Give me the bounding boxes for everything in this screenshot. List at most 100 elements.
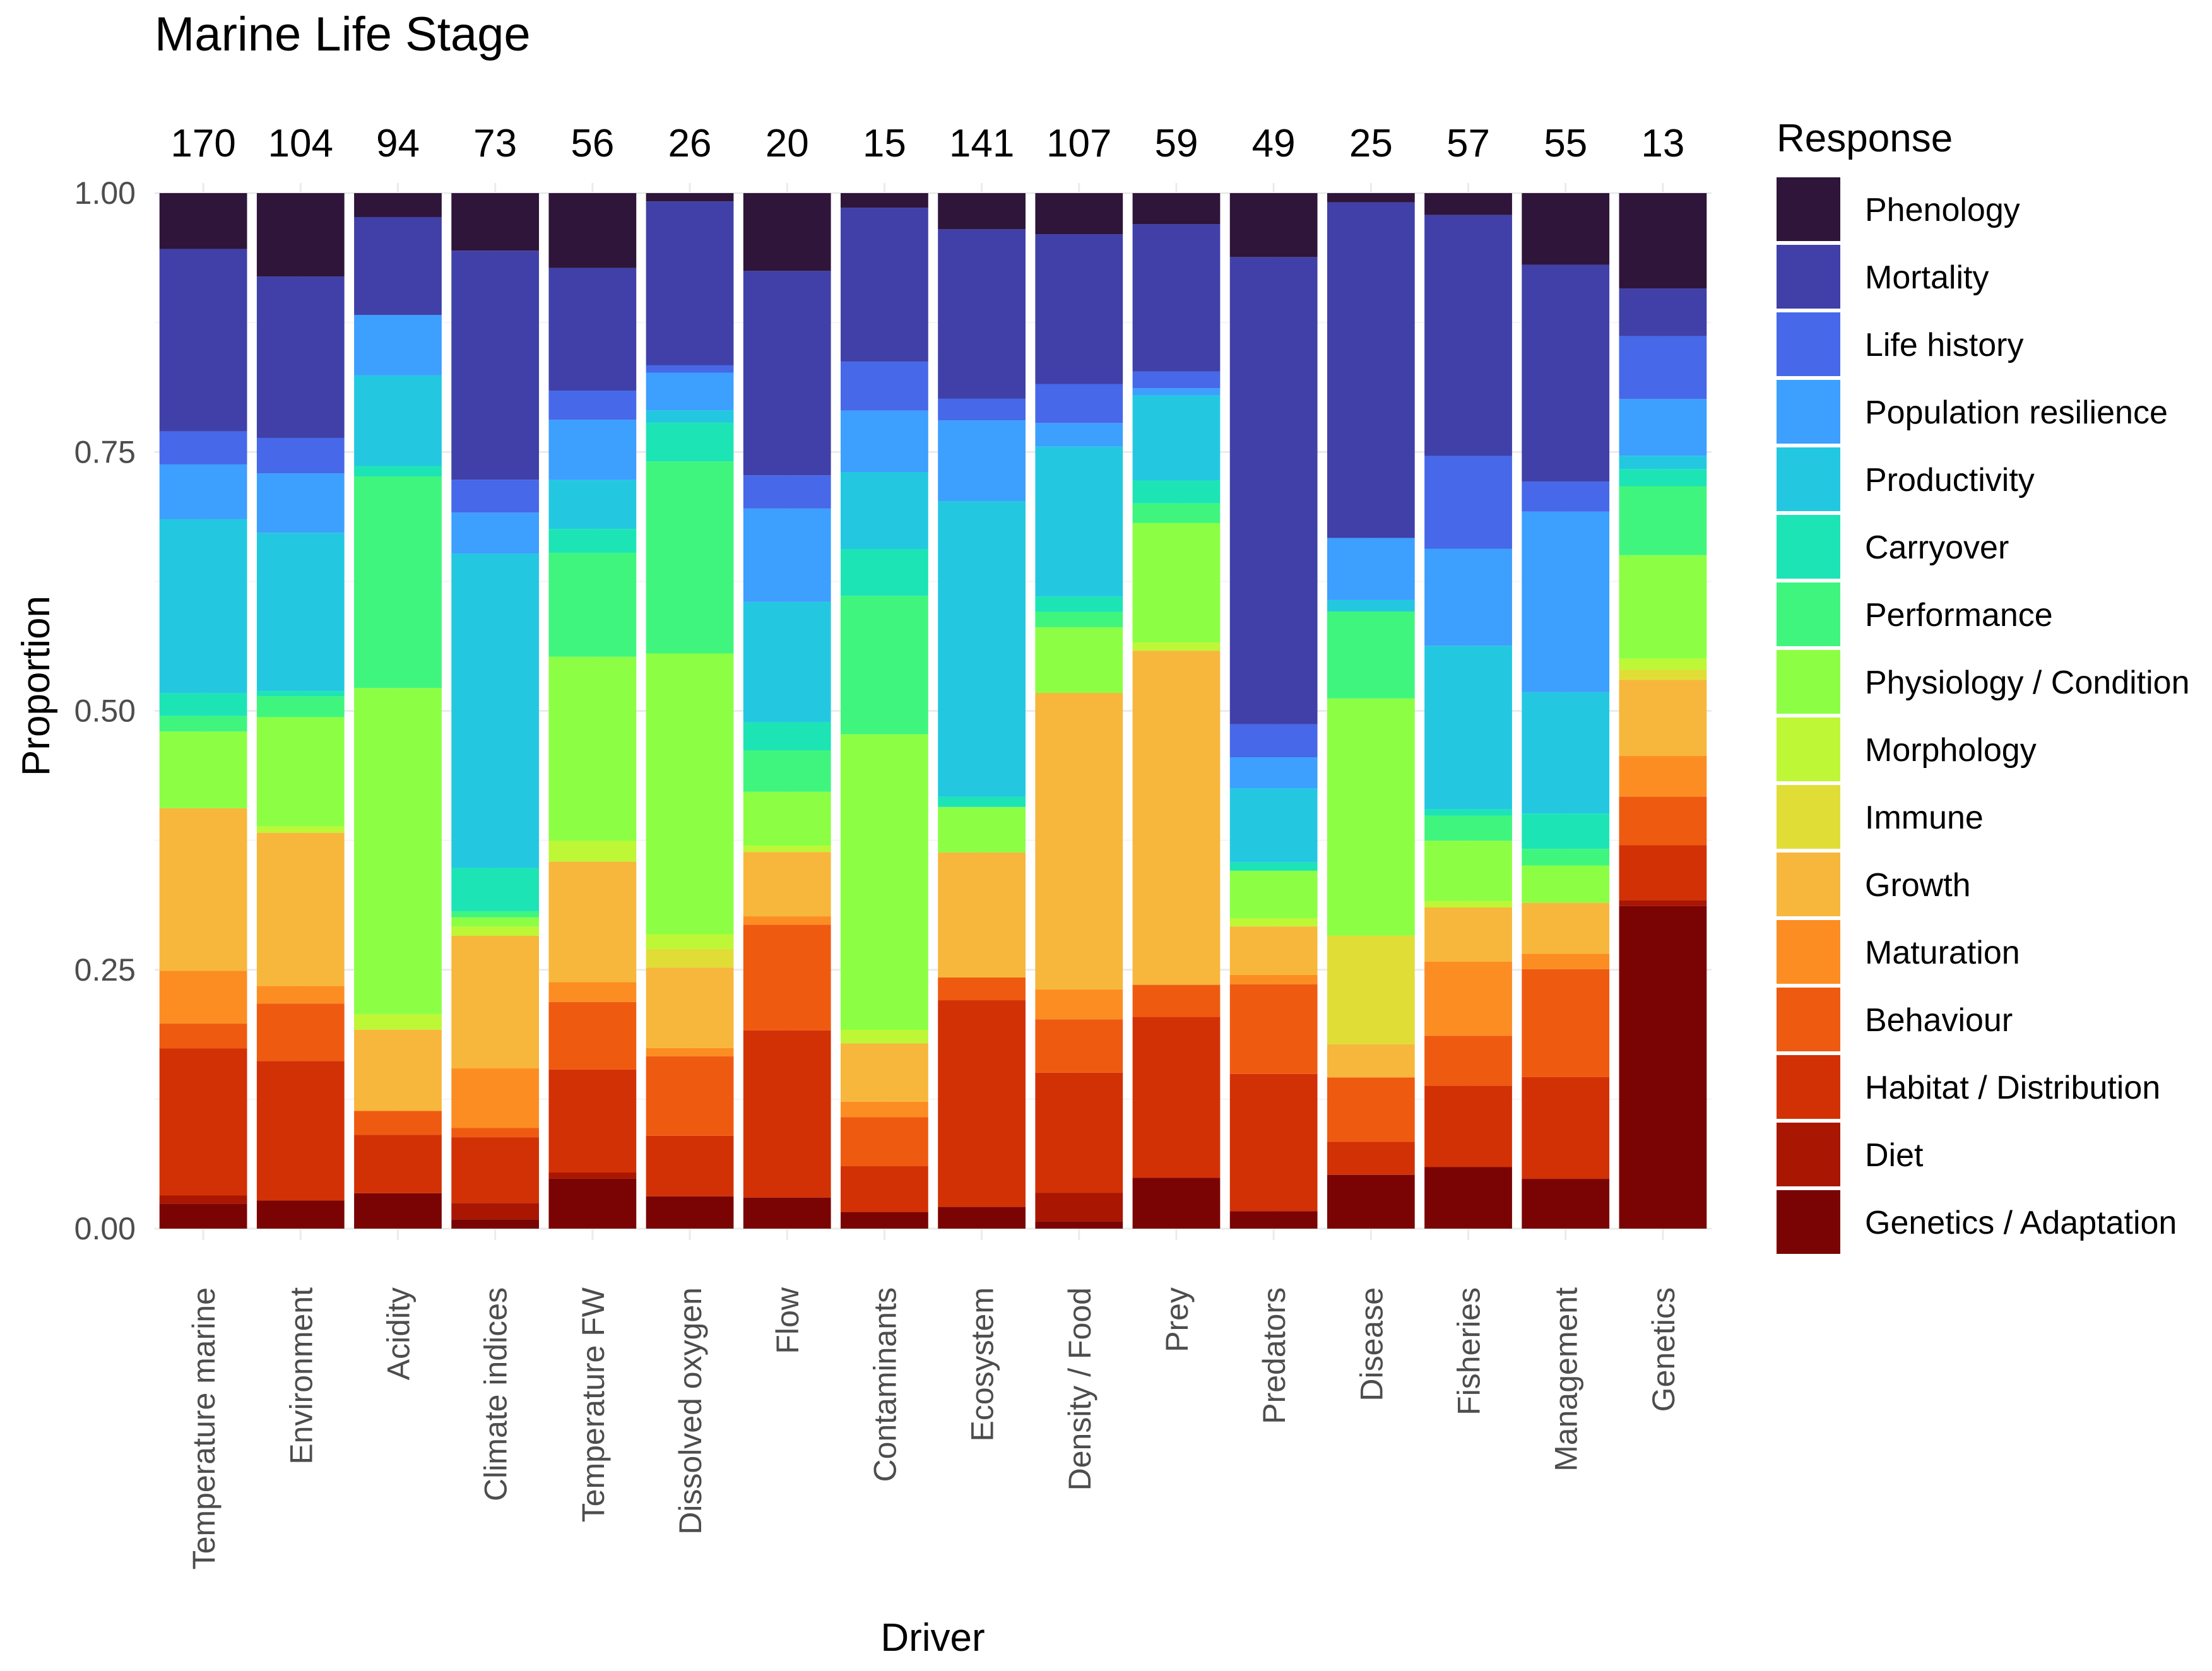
bar-segment (451, 911, 540, 918)
legend-swatch (1777, 177, 1840, 241)
bar-segment (1035, 693, 1123, 990)
bar-segment (1229, 974, 1318, 984)
bars (159, 193, 1707, 1229)
bar-segment (1619, 555, 1707, 659)
bar-segment (1035, 611, 1123, 627)
bar-segment (159, 971, 247, 1024)
bar-segment (841, 471, 928, 550)
bar-segment (646, 193, 734, 202)
bar-segment (548, 1001, 637, 1070)
bar-segment (938, 193, 1026, 230)
bar-segment (159, 193, 247, 249)
x-tick-label: Management (1549, 1287, 1584, 1472)
bar-segment (159, 731, 247, 808)
count-label: 55 (1544, 122, 1587, 165)
bar-stack (938, 193, 1026, 1229)
legend-label: Immune (1865, 800, 1984, 836)
bar-segment (1619, 288, 1707, 336)
bar-segment (1522, 813, 1610, 849)
legend-swatch (1777, 785, 1840, 849)
bar-segment (646, 653, 734, 935)
bar-segment (1035, 446, 1123, 597)
bar-segment (646, 1048, 734, 1057)
legend-swatch (1777, 515, 1840, 579)
count-label: 104 (268, 122, 333, 165)
legend-label: Performance (1865, 597, 2053, 634)
bar-segment (354, 1029, 442, 1111)
legend-item: Genetics / Adaptation (1777, 1190, 2177, 1254)
bar-segment (256, 717, 345, 827)
bar-stack (1619, 193, 1707, 1229)
bar-segment (1522, 1179, 1610, 1229)
count-label: 20 (766, 122, 809, 165)
bar-segment (1522, 969, 1610, 1077)
bar-segment (743, 722, 831, 750)
bar-segment (1229, 870, 1318, 919)
bar-segment (548, 480, 637, 529)
bar-segment (159, 519, 247, 694)
bar-segment (646, 948, 734, 968)
bar-segment (1035, 234, 1123, 384)
bar-segment (1619, 456, 1707, 469)
bar-stack (1522, 193, 1610, 1229)
x-tick-label: Environment (283, 1287, 319, 1465)
bar-segment (1035, 596, 1123, 612)
legend-label: Carryover (1865, 529, 2009, 566)
bar-segment (548, 982, 637, 1002)
bar-stack (646, 193, 734, 1229)
bar-segment (159, 1048, 247, 1196)
bar-segment (1619, 670, 1707, 680)
bar-segment (1035, 423, 1123, 447)
bar-segment (256, 986, 345, 1004)
bar-segment (1522, 865, 1610, 903)
bar-segment (1132, 193, 1221, 225)
bar-segment (1132, 984, 1221, 1017)
count-label: 26 (668, 122, 712, 165)
bar-segment (841, 596, 928, 735)
bar-segment (159, 431, 247, 464)
bar-segment (646, 422, 734, 462)
bar-segment (1229, 1211, 1318, 1229)
bar-segment (743, 916, 831, 925)
bar-segment (841, 1117, 928, 1167)
bar-segment (1327, 698, 1415, 936)
bar-segment (354, 315, 442, 375)
bar-segment (841, 410, 928, 472)
count-label: 107 (1046, 122, 1111, 165)
bar-segment (743, 846, 831, 853)
legend-items: Phenology Mortality Life history Population… (1777, 177, 2190, 1254)
legend-swatch (1777, 1123, 1840, 1186)
legend-label: Maturation (1865, 935, 2020, 971)
bar-segment (354, 688, 442, 1014)
bar-segment (743, 601, 831, 723)
bar-segment (451, 1203, 540, 1220)
x-tick-label: Fisheries (1452, 1287, 1487, 1415)
legend-label: Mortality (1865, 259, 1989, 296)
bar-segment (451, 917, 540, 927)
legend-item: Morphology (1777, 717, 2037, 781)
bar-segment (1424, 1036, 1512, 1086)
bar-segment (548, 841, 637, 862)
count-label: 57 (1446, 122, 1490, 165)
legend-item: Performance (1777, 582, 2053, 646)
bar-segment (1619, 336, 1707, 399)
bar-segment (1229, 724, 1318, 758)
legend-label: Life history (1865, 327, 2023, 363)
bar-segment (1035, 1221, 1123, 1229)
x-tick-label: Prey (1159, 1287, 1195, 1352)
legend-item: Productivity (1777, 447, 2035, 511)
bar-segment (159, 808, 247, 971)
bar-segment (256, 473, 345, 533)
bar-segment (159, 249, 247, 432)
bar-segment (743, 750, 831, 792)
legend-swatch (1777, 650, 1840, 714)
count-labels: 170 104 94 73 56 26 20 15 141 107 59 49 25 57 55 13 (170, 122, 1684, 165)
bar-segment (256, 691, 345, 697)
bar-segment (354, 375, 442, 466)
bar-segment (159, 1203, 247, 1229)
legend-item: Immune (1777, 785, 1984, 849)
legend-label: Physiology / Condition (1865, 664, 2190, 701)
legend-item: Mortality (1777, 245, 1989, 309)
bar-segment (646, 365, 734, 373)
bar-segment (938, 1000, 1026, 1207)
